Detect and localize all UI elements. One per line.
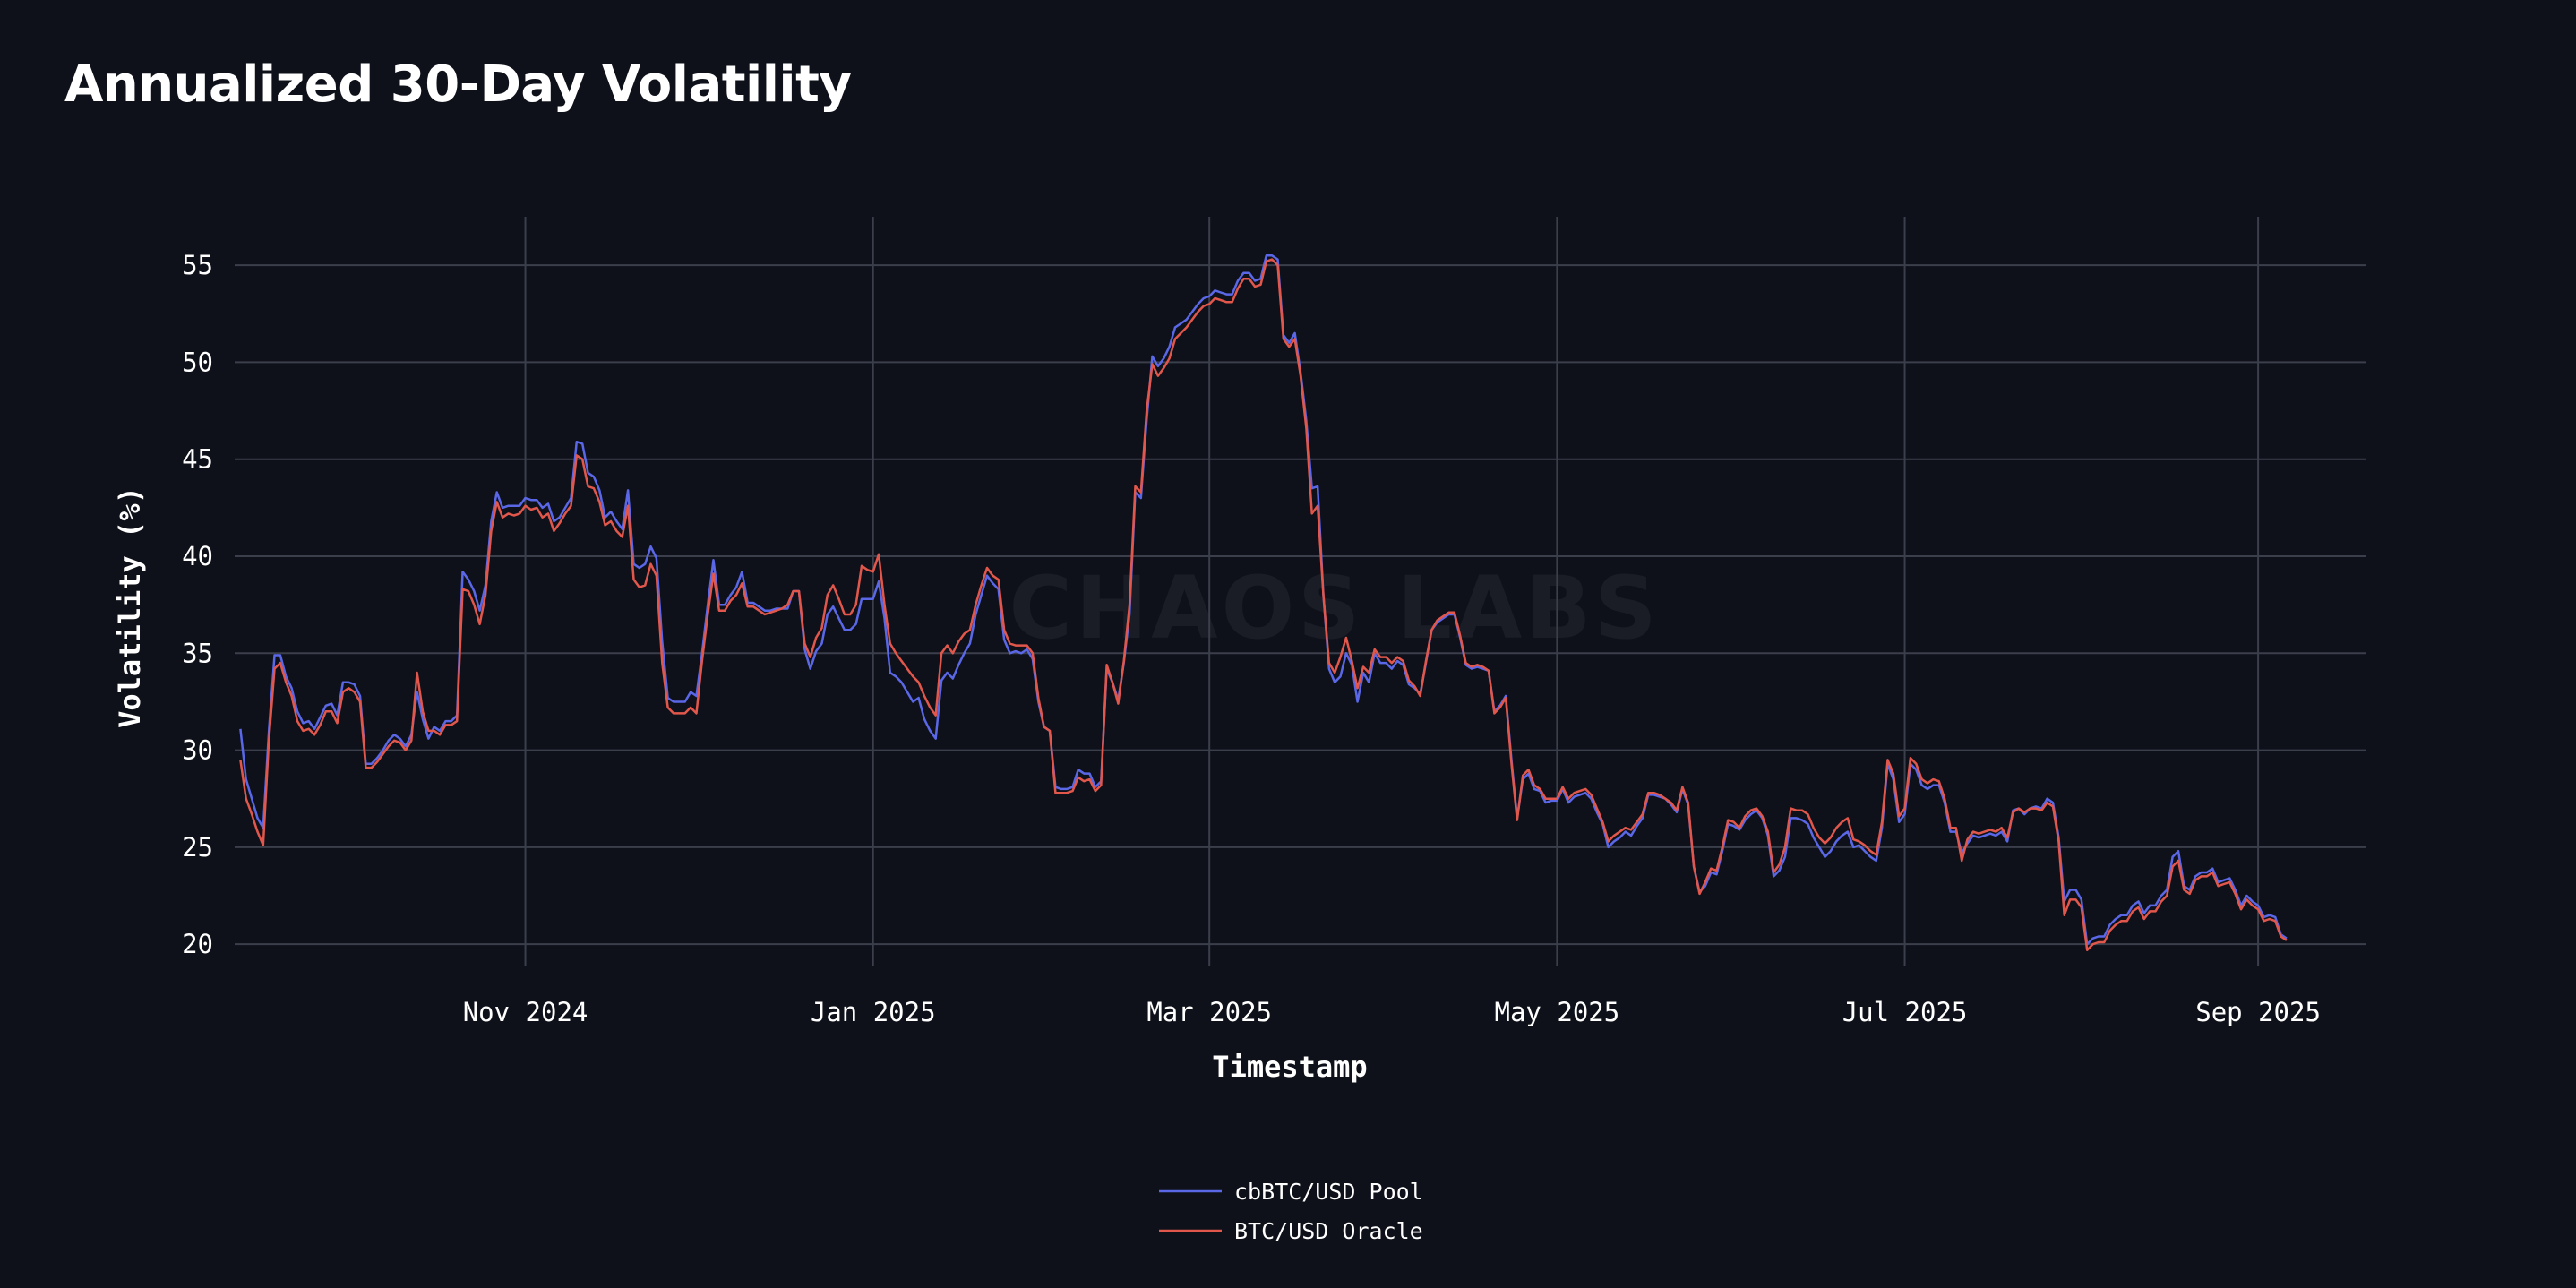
y-tick-label: 20: [182, 929, 213, 959]
watermark-text: CHAOS LABS: [1009, 558, 1660, 658]
x-tick-labels: Nov 2024 Jan 2025 Mar 2025 May 2025 Jul 2025…: [463, 997, 2321, 1027]
y-tick-label: 50: [182, 347, 213, 377]
x-tick-label: May 2025: [1495, 997, 1620, 1027]
y-axis-title: Volatility (%): [113, 486, 147, 728]
y-gridlines: [235, 264, 2366, 946]
y-tick-label: 55: [182, 250, 213, 280]
y-tick-labels: 20 25 30 35 40 45 50 55: [182, 250, 213, 959]
legend: cbBTC/USD Pool BTC/USD Oracle: [1159, 1179, 1423, 1244]
legend-label: cbBTC/USD Pool: [1234, 1179, 1423, 1205]
x-tick-label: Sep 2025: [2195, 997, 2321, 1027]
x-tick-label: Jan 2025: [811, 997, 936, 1027]
x-tick-label: Nov 2024: [463, 997, 588, 1027]
y-tick-label: 35: [182, 638, 213, 668]
y-tick-label: 40: [182, 541, 213, 571]
series-line-btc-usd-oracle: [239, 258, 2288, 951]
legend-label: BTC/USD Oracle: [1234, 1218, 1423, 1244]
page-title: Annualized 30-Day Volatility: [64, 56, 852, 114]
x-gridlines: [524, 217, 2260, 966]
y-tick-label: 30: [182, 735, 213, 766]
x-axis-title: Timestamp: [1212, 1050, 1367, 1084]
x-tick-label: Mar 2025: [1146, 997, 1272, 1027]
y-tick-label: 45: [182, 444, 213, 475]
y-tick-label: 25: [182, 832, 213, 863]
series-lines: [239, 254, 2288, 951]
x-tick-label: Jul 2025: [1842, 997, 1968, 1027]
